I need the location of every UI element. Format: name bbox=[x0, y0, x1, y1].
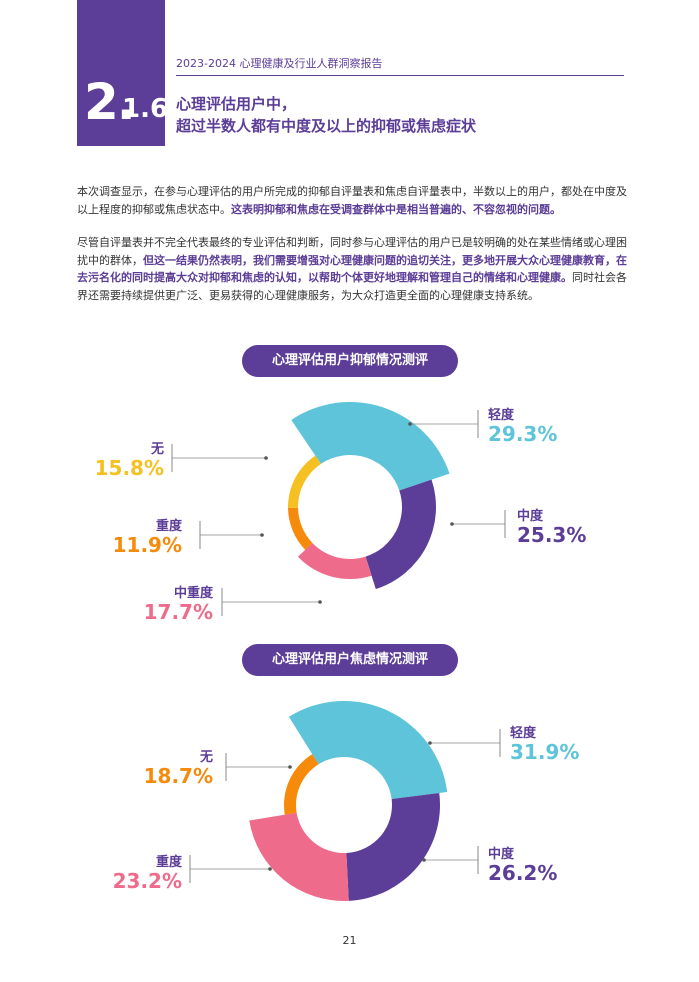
chart-1-slice-4 bbox=[288, 455, 321, 508]
paragraph-1-highlight: 这表明抑郁和焦虑在受调查群体中是相当普遍的、不容忽视的问题。 bbox=[231, 202, 561, 216]
chart-2-label-moderate-value: 26.2% bbox=[488, 861, 558, 885]
chart-1-label-mild-name: 轻度 bbox=[488, 408, 515, 423]
chart-2-label-mild-value: 31.9% bbox=[510, 740, 580, 764]
chart-1-label-moderate-value: 25.3% bbox=[517, 523, 587, 547]
chart-2-label-mild: 轻度 31.9% bbox=[510, 722, 579, 763]
chart-1-label-mod-severe-value: 17.7% bbox=[143, 600, 213, 624]
chart-1-label-none: 无 15.8% bbox=[95, 438, 164, 479]
chart-2-label-none-name: 无 bbox=[199, 750, 213, 765]
chart-2-leader-dot-1 bbox=[422, 858, 426, 862]
chart-2-slice-3 bbox=[284, 754, 319, 815]
chart-1-label-mod-severe: 中重度 17.7% bbox=[144, 582, 213, 623]
chart-1-label-none-name: 无 bbox=[150, 442, 164, 457]
report-title: 2023-2024 心理健康及行业人群洞察报告 bbox=[176, 57, 383, 70]
section-number-minor: 1.6 bbox=[122, 94, 169, 124]
chart-2-label-severe-name: 重度 bbox=[155, 855, 182, 870]
paragraph-2-text-b: 同时社会各界还需要持续提供更广泛、更易获得的心理健康服务，为大众打造更全面的心理… bbox=[77, 271, 627, 302]
section-number-block bbox=[77, 0, 165, 146]
chart-1-slice-0 bbox=[291, 402, 450, 491]
chart-1-label-mild: 轻度 29.3% bbox=[488, 404, 557, 445]
chart-1-leader-dot-3 bbox=[260, 533, 264, 537]
chart-1-leader-dot-1 bbox=[450, 522, 454, 526]
anxiety-donut-chart bbox=[189, 701, 501, 901]
chart-1-label-severe-value: 11.9% bbox=[112, 533, 182, 557]
chart-1-label-severe: 重度 11.9% bbox=[113, 515, 182, 556]
chart-2-leader-dot-0 bbox=[428, 741, 432, 745]
header-divider bbox=[176, 75, 624, 76]
chart-2-label-severe: 重度 23.2% bbox=[113, 851, 182, 892]
chart-2-label-severe-value: 23.2% bbox=[112, 869, 182, 893]
section-number-major: 2. bbox=[84, 73, 136, 131]
headline-line-2: 超过半数人都有中度及以上的抑郁或焦虑症状 bbox=[176, 117, 477, 135]
chart-1-label-moderate-name: 中度 bbox=[517, 509, 544, 524]
chart-2-slice-0 bbox=[288, 701, 448, 800]
chart-1-label-severe-name: 重度 bbox=[155, 519, 182, 534]
chart-1-leader-dot-0 bbox=[408, 422, 412, 426]
depression-donut-chart bbox=[171, 402, 506, 616]
page-headline: 心理评估用户中， 超过半数人都有中度及以上的抑郁或焦虑症状 bbox=[176, 93, 626, 137]
chart-1-slice-2 bbox=[297, 542, 372, 579]
chart-2-label-moderate: 中度 26.2% bbox=[488, 843, 557, 884]
chart-2-label-none: 无 18.7% bbox=[144, 746, 213, 787]
paragraph-2-highlight: 但这一结果仍然表明，我们需要增强对心理健康问题的追切关注，更多地开展大众心理健康… bbox=[77, 253, 627, 285]
chart-1-title: 心理评估用户抑郁情况测评 bbox=[242, 345, 458, 377]
chart-2-label-mild-name: 轻度 bbox=[510, 726, 537, 741]
chart-1-slice-3 bbox=[288, 507, 313, 550]
paragraph-1-text: 本次调查显示，在参与心理评估的用户所完成的抑郁自评量表和焦虑自评量表中，半数以上… bbox=[77, 185, 627, 216]
chart-1-label-mild-value: 29.3% bbox=[488, 422, 558, 446]
chart-2-title: 心理评估用户焦虑情况测评 bbox=[242, 644, 458, 676]
chart-2-label-moderate-name: 中度 bbox=[488, 847, 515, 862]
chart-2-slice-1 bbox=[346, 793, 440, 901]
chart-1-slice-1 bbox=[365, 479, 436, 590]
chart-1-label-moderate: 中度 25.3% bbox=[517, 505, 586, 546]
chart-1-leader-dot-2 bbox=[318, 600, 322, 604]
paragraph-2-text-a: 尽管自评量表并不完全代表最终的专业评估和判断，同时参与心理评估的用户已是较明确的… bbox=[77, 236, 627, 267]
paragraph-2: 尽管自评量表并不完全代表最终的专业评估和判断，同时参与心理评估的用户已是较明确的… bbox=[77, 234, 627, 304]
chart-2-label-none-value: 18.7% bbox=[143, 764, 213, 788]
chart-1-leader-dot-4 bbox=[264, 456, 268, 460]
chart-2-leader-dot-3 bbox=[288, 765, 292, 769]
chart-2-leader-dot-2 bbox=[268, 867, 272, 871]
chart-1-label-mod-severe-name: 中重度 bbox=[173, 586, 213, 601]
page-number: 21 bbox=[342, 934, 357, 947]
headline-line-1: 心理评估用户中， bbox=[176, 95, 297, 113]
chart-1-label-none-value: 15.8% bbox=[94, 456, 164, 480]
chart-2-slice-2 bbox=[249, 812, 349, 901]
paragraph-1: 本次调查显示，在参与心理评估的用户所完成的抑郁自评量表和焦虑自评量表中，半数以上… bbox=[77, 183, 627, 218]
